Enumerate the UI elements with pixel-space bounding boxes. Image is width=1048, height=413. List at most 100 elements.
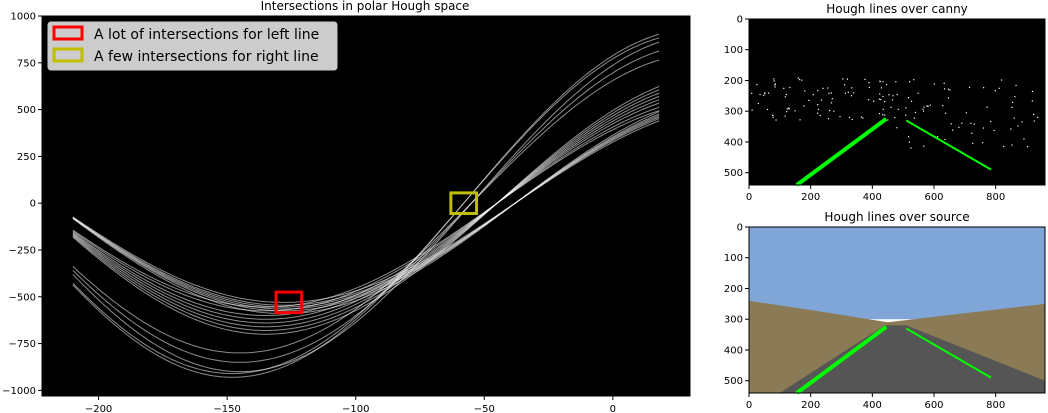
edge-pixel bbox=[952, 129, 954, 131]
x-tick-label: 0 bbox=[746, 400, 752, 411]
edge-pixel bbox=[839, 115, 841, 118]
edge-pixel bbox=[873, 100, 875, 102]
main-chart-title: Intersections in polar Hough space bbox=[261, 0, 470, 13]
y-tick-label: −500 bbox=[9, 292, 36, 303]
x-tick-label: 0 bbox=[610, 404, 616, 413]
edge-pixel bbox=[1017, 125, 1019, 127]
edge-pixel bbox=[843, 84, 846, 86]
y-tick-label: −250 bbox=[9, 245, 36, 256]
right-lane-line bbox=[905, 327, 992, 379]
edge-pixel bbox=[799, 119, 801, 121]
left-line-intersection-marker bbox=[274, 290, 304, 315]
source-x-axis-ticks: 0 200 400 600 800 bbox=[746, 393, 1005, 411]
edge-pixel bbox=[817, 108, 820, 110]
edge-pixel bbox=[773, 78, 775, 80]
edge-pixel bbox=[907, 97, 910, 99]
source-panel: Hough lines over source 0 200 400 600 800 0 1… bbox=[724, 210, 1046, 411]
edge-pixel bbox=[827, 87, 829, 89]
edge-pixel bbox=[822, 87, 824, 89]
y-tick-label: 0 bbox=[737, 15, 743, 26]
edge-pixel bbox=[982, 127, 985, 129]
edge-pixel bbox=[908, 81, 911, 83]
edge-pixel bbox=[923, 106, 925, 108]
edge-pixel bbox=[1026, 145, 1029, 148]
legend-box bbox=[47, 21, 338, 71]
canny-x-axis-ticks: 0 200 400 600 800 bbox=[746, 185, 1005, 203]
legend-label-left-line: A lot of intersections for left line bbox=[94, 27, 319, 43]
hough-curve-8 bbox=[72, 102, 660, 316]
edge-pixel bbox=[1031, 100, 1033, 102]
edge-pixel bbox=[897, 108, 899, 111]
legend-swatch-left-line bbox=[52, 25, 84, 41]
edge-pixel bbox=[878, 98, 880, 100]
hough-curve-4 bbox=[72, 113, 660, 312]
edge-pixel bbox=[756, 83, 758, 86]
edge-pixel bbox=[862, 117, 864, 119]
canny-detected-lines bbox=[795, 117, 992, 187]
hough-curve-5 bbox=[72, 111, 660, 315]
edge-pixel bbox=[1011, 101, 1014, 103]
edge-pixel bbox=[774, 84, 776, 86]
edge-pixel bbox=[757, 102, 759, 105]
edge-pixel bbox=[888, 94, 890, 96]
edge-pixel bbox=[1010, 128, 1012, 130]
edge-pixel bbox=[882, 96, 884, 98]
edge-pixel bbox=[929, 104, 931, 106]
hough-curve-11 bbox=[72, 92, 660, 328]
edge-pixel bbox=[942, 105, 944, 107]
edge-pixel bbox=[882, 108, 884, 110]
edge-pixel bbox=[784, 115, 786, 117]
source-image bbox=[749, 227, 1045, 393]
y-tick-label: 750 bbox=[17, 58, 36, 69]
edge-pixel bbox=[846, 78, 849, 80]
edge-pixel bbox=[913, 117, 915, 119]
edge-pixel bbox=[759, 93, 761, 96]
x-tick-label: 800 bbox=[986, 400, 1005, 411]
edge-pixel bbox=[879, 93, 881, 95]
edge-pixel bbox=[853, 92, 855, 94]
edge-pixel bbox=[882, 81, 884, 83]
edge-pixel bbox=[1015, 84, 1017, 87]
edge-pixel bbox=[788, 107, 790, 109]
edge-pixel bbox=[786, 108, 788, 110]
edge-pixel bbox=[905, 114, 907, 116]
edge-pixel bbox=[1031, 90, 1034, 92]
edge-pixel bbox=[801, 79, 803, 81]
edge-pixel bbox=[879, 81, 881, 83]
edge-pixel bbox=[894, 117, 896, 119]
edge-pixel bbox=[1036, 116, 1039, 118]
y-tick-label: 100 bbox=[724, 45, 743, 56]
edge-pixel bbox=[860, 116, 863, 118]
x-tick-label: 400 bbox=[863, 192, 882, 203]
edge-pixel bbox=[798, 78, 801, 81]
y-tick-label: 400 bbox=[724, 345, 743, 356]
edge-pixel bbox=[817, 112, 819, 114]
edge-pixel bbox=[751, 92, 753, 94]
hough-curves bbox=[72, 33, 660, 378]
edge-pixel bbox=[947, 88, 950, 90]
road bbox=[779, 325, 1045, 393]
edge-pixel bbox=[922, 110, 925, 112]
edge-pixel bbox=[820, 99, 823, 101]
edge-pixel bbox=[958, 126, 960, 128]
canny-panel: Hough lines over canny 0 200 400 600 800 0 10… bbox=[724, 2, 1046, 203]
x-tick-label: −100 bbox=[342, 404, 369, 413]
source-y-axis-ticks: 0 100 200 300 400 500 bbox=[724, 223, 749, 387]
canny-image bbox=[749, 19, 1045, 185]
hough-curve-7 bbox=[72, 106, 660, 312]
edge-pixel bbox=[851, 87, 853, 89]
y-tick-label: 250 bbox=[17, 152, 36, 163]
edge-pixel bbox=[774, 86, 776, 88]
x-tick-label: −200 bbox=[85, 404, 112, 413]
left-lane-line bbox=[795, 325, 888, 395]
y-tick-label: 500 bbox=[724, 376, 743, 387]
edge-pixel bbox=[772, 116, 774, 118]
edge-pixel bbox=[851, 118, 853, 121]
edge-pixel bbox=[868, 99, 870, 101]
edge-pixel bbox=[880, 87, 883, 89]
edge-pixel bbox=[971, 132, 973, 134]
edge-pixel bbox=[789, 86, 791, 89]
edge-pixel bbox=[927, 105, 929, 108]
edge-pixel bbox=[944, 138, 946, 141]
hough-curve-18 bbox=[72, 33, 660, 378]
